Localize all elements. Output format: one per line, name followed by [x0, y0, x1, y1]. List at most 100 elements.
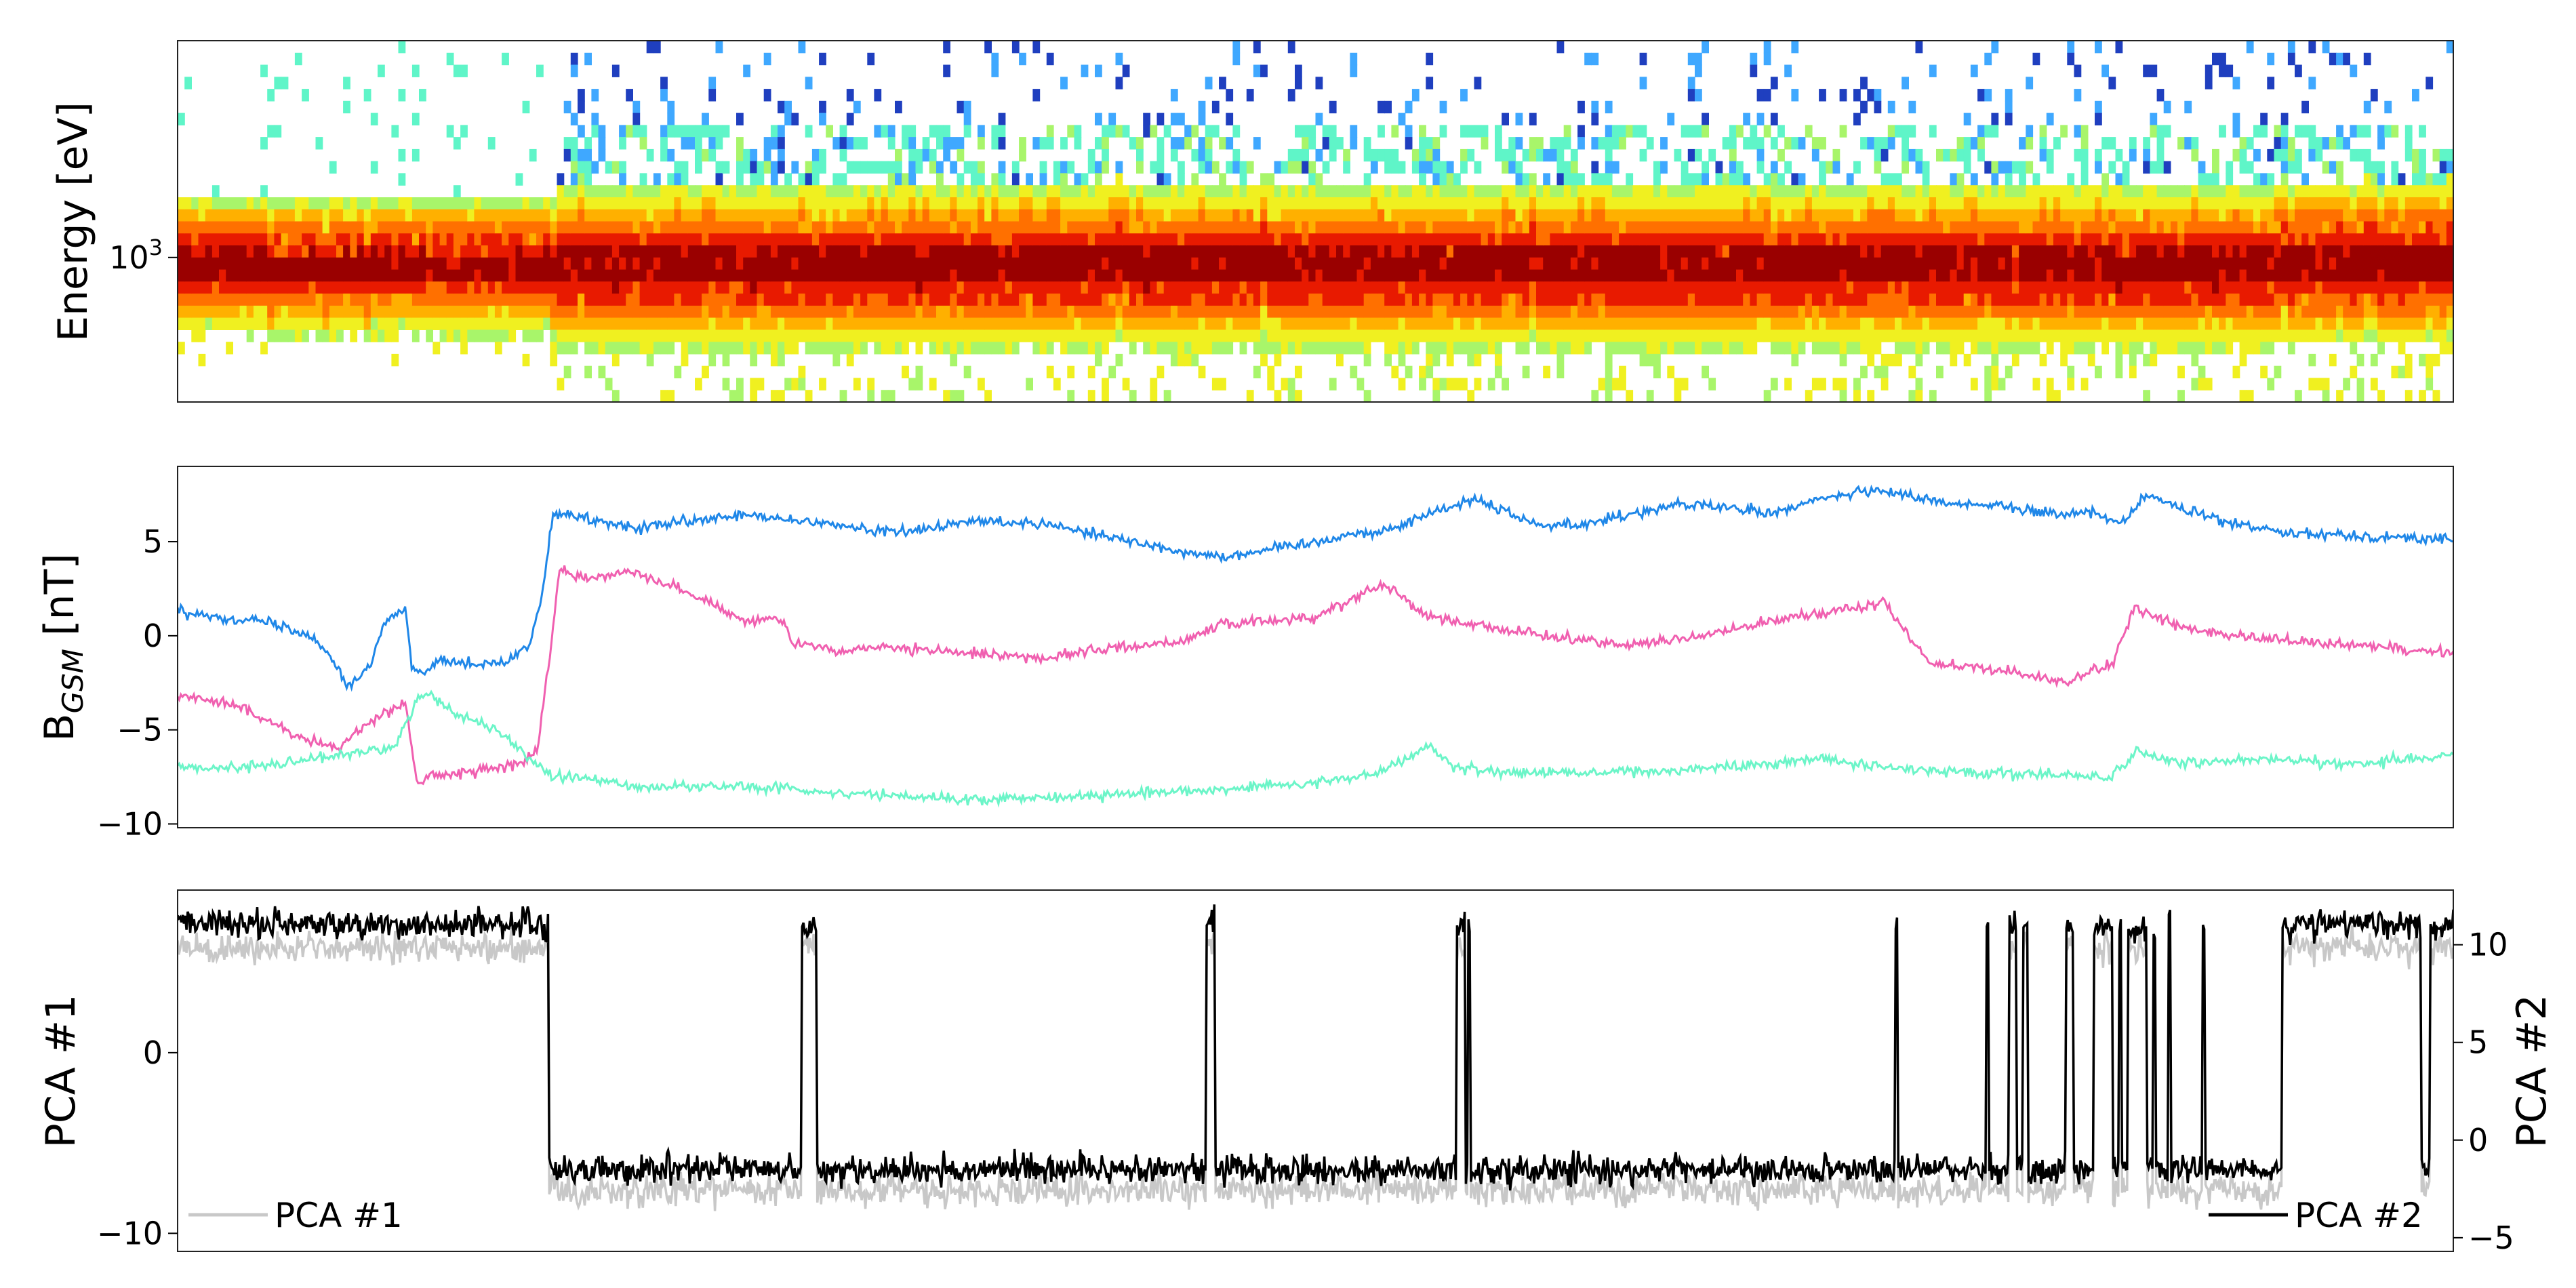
spectrogram-cell — [446, 209, 454, 222]
spectrogram-cell — [805, 173, 813, 186]
spectrogram-cell — [978, 197, 985, 210]
spectrogram-cell — [819, 209, 826, 222]
spectrogram-cell — [791, 378, 799, 390]
spectrogram-cell — [1508, 137, 1516, 150]
spectrogram-cell — [2129, 148, 2137, 162]
spectrogram-cell — [1432, 353, 1441, 367]
spectrogram-cell — [1901, 317, 1909, 330]
spectrogram-cell — [1729, 233, 1737, 246]
spectrogram-cell — [378, 64, 385, 77]
spectrogram-cell — [1556, 209, 1565, 222]
spectrogram-cell — [984, 342, 992, 355]
spectrogram-cell — [1998, 378, 2006, 390]
spectrogram-cell — [626, 89, 633, 102]
spectrogram-cell — [363, 233, 371, 246]
spectrogram-cell — [460, 197, 468, 210]
spectrogram-cell — [1611, 185, 1619, 198]
spectrogram-cell — [708, 137, 717, 150]
spectrogram-cell — [1232, 294, 1241, 306]
spectrogram-cell — [2150, 294, 2158, 306]
spectrogram-cell — [350, 269, 358, 282]
spectrogram-cell — [1811, 342, 1819, 355]
spectrogram-cell — [1315, 329, 1323, 342]
spectrogram-cell — [1646, 329, 1654, 342]
spectrogram-cell — [632, 294, 641, 306]
spectrogram-cell — [1646, 185, 1654, 198]
spectrogram-cell — [1136, 329, 1144, 342]
spectrogram-cell — [887, 221, 895, 234]
spectrogram-cell — [1770, 317, 1778, 330]
spectrogram-cell — [1756, 294, 1765, 306]
spectrogram-cell — [1391, 365, 1399, 379]
spectrogram-cell — [1880, 269, 1889, 282]
spectrogram-cell — [502, 317, 509, 330]
spectrogram-cell — [832, 281, 841, 294]
spectrogram-cell — [1426, 148, 1434, 162]
spectrogram-cell — [1598, 329, 1606, 342]
spectrogram-cell — [605, 257, 613, 270]
spectrogram-cell — [660, 137, 668, 150]
spectrogram-cell — [1956, 257, 1965, 270]
spectrogram-cell — [584, 173, 592, 186]
spectrogram-cell — [1895, 269, 1902, 282]
spectrogram-cell — [653, 197, 661, 210]
spectrogram-cell — [1784, 317, 1792, 330]
spectrogram-cell — [1584, 257, 1592, 270]
spectrogram-cell — [287, 209, 296, 222]
spectrogram-cell — [1087, 317, 1095, 330]
spectrogram-cell — [660, 209, 668, 222]
spectrogram-cell — [1660, 294, 1668, 306]
spectrogram-cell — [419, 305, 426, 319]
spectrogram-cell — [1943, 294, 1950, 306]
spectrogram-cell — [1895, 305, 1902, 319]
spectrogram-cell — [715, 269, 723, 282]
spectrogram-cell — [660, 233, 668, 246]
spectrogram-cell — [1736, 342, 1744, 355]
spectrogram-cell — [943, 269, 950, 282]
spectrogram-cell — [1522, 245, 1530, 258]
spectrogram-cell — [2019, 137, 2026, 150]
spectrogram-cell — [1922, 185, 1930, 198]
spectrogram-cell — [970, 342, 978, 355]
spectrogram-cell — [922, 137, 930, 150]
spectrogram-cell — [453, 233, 461, 246]
spectrogram-cell — [1398, 221, 1406, 234]
spectrogram-cell — [1274, 305, 1282, 319]
spectrogram-cell — [811, 233, 820, 246]
spectrogram-cell — [481, 257, 489, 270]
spectrogram-cell — [1150, 342, 1158, 355]
spectrogram-cell — [378, 317, 385, 330]
spectrogram-cell — [1915, 185, 1923, 198]
spectrogram-cell — [1356, 233, 1365, 246]
spectrogram-cell — [481, 245, 489, 258]
spectrogram-cell — [1963, 137, 1971, 150]
spectrogram-cell — [1156, 209, 1165, 222]
spectrogram-cell — [1219, 378, 1226, 390]
spectrogram-heatmap — [178, 41, 2453, 402]
spectrogram-cell — [1039, 197, 1047, 210]
spectrogram-cell — [963, 125, 971, 138]
spectrogram-cell — [674, 161, 682, 174]
spectrogram-cell — [2026, 269, 2034, 282]
spectrogram-cell — [743, 148, 750, 162]
spectrogram-cell — [1570, 221, 1578, 234]
spectrogram-cell — [1626, 125, 1634, 138]
spectrogram-cell — [626, 269, 633, 282]
spectrogram-cell — [536, 233, 544, 246]
spectrogram-cell — [936, 294, 944, 306]
spectrogram-cell — [1591, 113, 1599, 125]
spectrogram-cell — [411, 64, 420, 77]
spectrogram-cell — [1163, 209, 1171, 222]
spectrogram-cell — [1502, 317, 1509, 330]
spectrogram-cell — [1563, 209, 1571, 222]
spectrogram-cell — [1170, 269, 1178, 282]
spectrogram-cell — [1198, 342, 1206, 355]
spectrogram-cell — [1350, 269, 1358, 282]
spectrogram-cell — [1439, 294, 1447, 306]
spectrogram-cell — [1729, 342, 1737, 355]
spectrogram-cell — [1398, 294, 1406, 306]
spectrogram-cell — [212, 185, 220, 198]
spectrogram-cell — [439, 294, 447, 306]
spectrogram-cell — [1860, 305, 1868, 319]
spectrogram-cell — [1874, 221, 1882, 234]
